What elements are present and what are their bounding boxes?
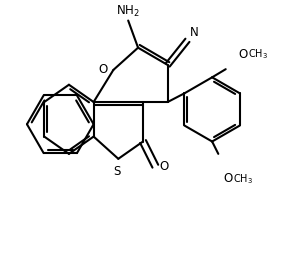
Text: NH$_2$: NH$_2$ (116, 4, 140, 19)
Text: CH$_3$: CH$_3$ (248, 47, 268, 61)
Text: S: S (113, 165, 121, 178)
Text: O: O (159, 160, 168, 173)
Text: N: N (189, 26, 198, 39)
Text: CH$_3$: CH$_3$ (233, 172, 253, 186)
Text: O: O (223, 172, 233, 185)
Text: O: O (238, 48, 247, 61)
Text: O: O (98, 64, 107, 76)
